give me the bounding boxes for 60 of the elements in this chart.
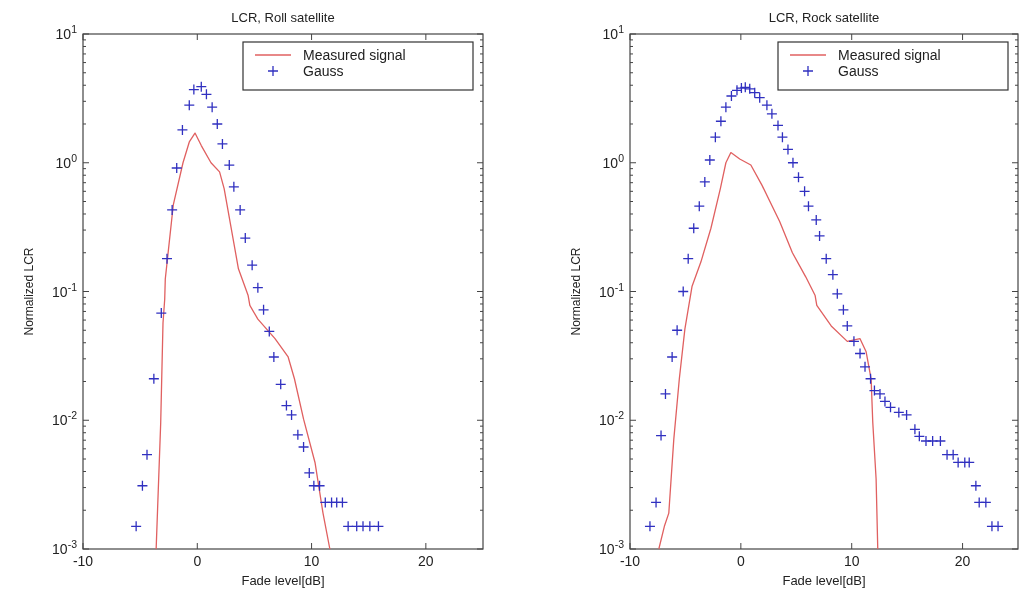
x-tick-label: 0 bbox=[193, 553, 202, 569]
point bbox=[223, 159, 235, 171]
y-tick-label: 10$^{-1}$ bbox=[599, 280, 625, 300]
point bbox=[148, 373, 160, 385]
x-tick-label: 10 bbox=[303, 553, 320, 569]
point bbox=[166, 204, 178, 216]
y-axis-title: Normalized LCR bbox=[569, 247, 583, 336]
point bbox=[275, 378, 287, 391]
x-axis-title: Fade level[dB] bbox=[241, 573, 325, 588]
point bbox=[263, 325, 275, 338]
legend-label: Gauss bbox=[303, 63, 344, 79]
y-tick-label: 10$^{0}$ bbox=[602, 151, 625, 171]
point bbox=[234, 204, 246, 216]
point bbox=[130, 520, 142, 532]
x-tick-label: 20 bbox=[954, 553, 971, 569]
point bbox=[136, 480, 149, 492]
point bbox=[216, 138, 229, 150]
point bbox=[188, 83, 200, 96]
point bbox=[336, 496, 349, 509]
y-tick-label: 10$^{-1}$ bbox=[52, 280, 78, 300]
point bbox=[268, 351, 280, 363]
point bbox=[228, 181, 240, 193]
point bbox=[257, 304, 270, 316]
chart-title: LCR, Roll satellite bbox=[231, 10, 335, 25]
point bbox=[303, 467, 315, 479]
y-tick-label: 10$^{1}$ bbox=[602, 23, 625, 42]
point bbox=[364, 520, 376, 532]
point bbox=[313, 480, 326, 492]
point bbox=[372, 520, 385, 532]
point bbox=[141, 449, 153, 461]
y-tick-label: 10$^{0}$ bbox=[55, 151, 78, 171]
x-tick-label: 20 bbox=[418, 553, 434, 569]
y-axis-title: Normalized LCR bbox=[22, 247, 36, 336]
line-series bbox=[658, 151, 879, 550]
point bbox=[176, 124, 189, 136]
point bbox=[246, 259, 258, 271]
point bbox=[211, 118, 223, 130]
legend-label: Gauss bbox=[838, 63, 879, 79]
y-tick-label: 10$^{1}$ bbox=[55, 23, 78, 42]
point bbox=[297, 441, 310, 453]
point bbox=[161, 252, 173, 265]
point bbox=[285, 409, 298, 421]
legend-label: Measured signal bbox=[838, 47, 941, 63]
chart-title: LCR, Rock satellite bbox=[768, 10, 880, 25]
point bbox=[155, 307, 167, 319]
line-series bbox=[155, 132, 331, 550]
y-tick-label: 10$^{-2}$ bbox=[599, 409, 625, 429]
legend-label: Measured signal bbox=[303, 47, 406, 63]
x-axis-title: Fade level[dB] bbox=[782, 573, 866, 588]
point bbox=[252, 282, 264, 294]
point bbox=[292, 429, 304, 441]
y-tick-label: 10$^{-2}$ bbox=[52, 409, 78, 429]
point bbox=[239, 232, 251, 244]
x-tick-label: 10 bbox=[843, 553, 860, 569]
point bbox=[171, 162, 183, 174]
point bbox=[342, 520, 354, 532]
point bbox=[183, 99, 195, 111]
x-tick-label: 0 bbox=[736, 553, 745, 569]
point bbox=[280, 399, 293, 412]
point bbox=[206, 101, 218, 113]
